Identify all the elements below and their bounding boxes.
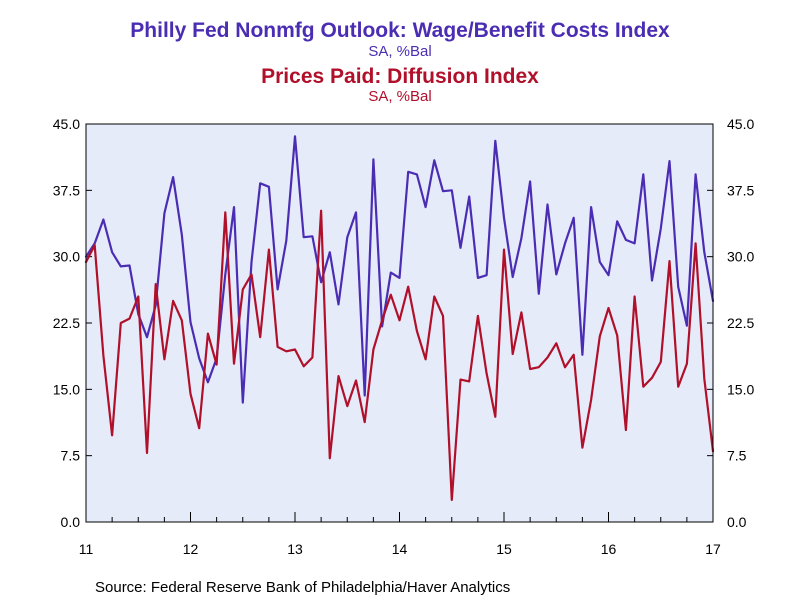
- source-note: Source: Federal Reserve Bank of Philadel…: [95, 579, 511, 596]
- y-tick-label-left: 7.5: [61, 448, 81, 464]
- y-tick-label-left: 30.0: [53, 249, 80, 265]
- y-tick-label-left: 37.5: [53, 182, 80, 198]
- series-line-2: [84, 209, 715, 501]
- series-line-1: [84, 135, 715, 404]
- x-tick-label: 15: [496, 541, 512, 557]
- chart-subtitle-2: SA, %Bal: [368, 88, 432, 105]
- x-tick-label: 13: [287, 541, 303, 557]
- x-tick-label: 12: [183, 541, 199, 557]
- x-tick-label: 11: [79, 541, 94, 557]
- x-tick-label: 14: [392, 541, 408, 557]
- y-tick-label-right: 15.0: [727, 381, 754, 397]
- x-tick-label: 17: [705, 541, 721, 557]
- plot-area: [86, 124, 713, 522]
- y-tick-label-right: 0.0: [727, 514, 747, 530]
- chart-subtitle-1: SA, %Bal: [368, 43, 432, 60]
- y-tick-label-right: 22.5: [727, 315, 754, 331]
- y-tick-label-right: 37.5: [727, 182, 754, 198]
- y-tick-label-left: 15.0: [53, 381, 80, 397]
- x-tick-label: 16: [601, 541, 617, 557]
- y-tick-label-left: 22.5: [53, 315, 80, 331]
- chart-title-1: Philly Fed Nonmfg Outlook: Wage/Benefit …: [130, 19, 670, 42]
- y-tick-label-right: 45.0: [727, 116, 754, 132]
- y-tick-label-left: 45.0: [53, 116, 80, 132]
- y-tick-label-left: 0.0: [61, 514, 81, 530]
- chart-title-2: Prices Paid: Diffusion Index: [261, 65, 539, 88]
- y-tick-label-right: 7.5: [727, 448, 747, 464]
- plot-frame: [85, 123, 714, 523]
- y-tick-label-right: 30.0: [727, 249, 754, 265]
